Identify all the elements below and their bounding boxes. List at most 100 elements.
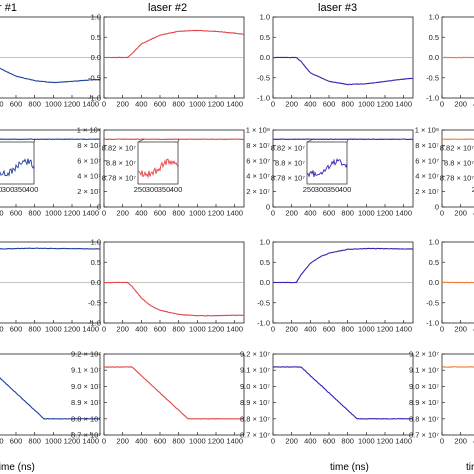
inset-x-tick-label: 250 (0, 185, 2, 194)
x-tick-label: 200 (116, 209, 129, 218)
x-tick-label: 600 (154, 325, 167, 334)
series-line-laser-3 (273, 247, 413, 284)
series-line-laser-3 (273, 366, 413, 420)
plot-area (441, 353, 474, 436)
y-tick-label: 8.8 × 10⁷ (240, 414, 270, 423)
chart-panel-r4-laser-4: 9.2 × 10⁷ 9.1 × 10⁷ 9.0 × 10⁷ 8.9 × 10⁷ 8.8 … (409, 350, 474, 446)
x-tick-label: 1000 (358, 209, 375, 218)
y-tick-label: 0.5 (260, 258, 270, 267)
inset-y-tick-label: 8.78 × 10⁷ (440, 174, 474, 183)
x-tick-label: 200 (285, 100, 298, 109)
inset-y-tick-label: 8.82 × 10⁷ (271, 144, 305, 153)
series-line-laser-2 (104, 29, 244, 59)
x-tick-label: 400 (0, 100, 4, 109)
x-tick-label: 1000 (45, 100, 62, 109)
x-tick-label: 1400 (395, 437, 412, 446)
x-tick-label: 0 (102, 209, 106, 218)
series-line-laser-1 (0, 377, 100, 420)
chart-panel-r4-laser-2: 9.2 × 10⁷ 9.1 × 10⁷ 9.0 × 10⁷ 8.9 × 10⁷ 8.8 … (71, 350, 245, 446)
x-tick-label: 800 (341, 437, 354, 446)
inset-x-tick-label: 350 (158, 185, 171, 194)
y-tick-label: 6 × 10⁷ (77, 156, 101, 165)
x-tick-label: 600 (10, 100, 23, 109)
x-tick-label: 600 (10, 437, 23, 446)
x-tick-label: 1400 (82, 209, 99, 218)
plot-area (272, 353, 414, 436)
x-tick-label: 800 (28, 209, 41, 218)
x-tick-label: 0 (102, 325, 106, 334)
x-tick-label: 0 (102, 100, 106, 109)
y-tick-label: 4 × 10⁷ (246, 172, 270, 181)
chart-panel-r3-laser-2: 1.0 0.5 0.0 -0.5 -1.00 200 400 600 800 1000 1200 14… (88, 238, 245, 334)
inset-x-tick-label: 300 (315, 185, 328, 194)
x-tick-label: 1400 (395, 100, 412, 109)
x-tick-label: 1200 (208, 325, 225, 334)
x-tick-label: 1400 (226, 209, 243, 218)
y-tick-label: 0.0 (91, 278, 101, 287)
y-tick-label: 0.0 (260, 53, 270, 62)
x-tick-label: 1000 (189, 100, 206, 109)
inset-y-tick-label: 8.82 × 10⁷ (102, 144, 136, 153)
y-tick-label: 8.9 × 10⁷ (71, 398, 101, 407)
x-tick-label: 1400 (226, 100, 243, 109)
panel-grid: 1.00.50.0-0.5-1.002004006008001000120014… (0, 13, 474, 446)
x-tick-label: 1000 (358, 325, 375, 334)
x-tick-label: 1000 (45, 437, 62, 446)
x-tick-label: 1000 (45, 209, 62, 218)
x-tick-label: 600 (323, 100, 336, 109)
inset-x-tick-label: 400 (339, 185, 352, 194)
x-tick-label: 1200 (377, 325, 394, 334)
y-tick-label: 0.0 (429, 53, 439, 62)
x-tick-label: 1400 (395, 209, 412, 218)
y-tick-label: 1.0 (260, 238, 270, 247)
x-tick-label: 400 (0, 209, 4, 218)
y-tick-label: 9.1 × 10⁷ (409, 366, 439, 375)
inset-y-tick-label: 8.8 × 10⁷ (106, 159, 136, 168)
y-tick-label: 8 × 10⁷ (246, 141, 270, 150)
y-tick-label: -0.5 (88, 298, 101, 307)
x-tick-label: 600 (323, 209, 336, 218)
inset-connector (137, 138, 145, 143)
y-tick-label: 4 × 10⁷ (77, 172, 101, 181)
y-tick-label: 0 (266, 203, 270, 212)
x-tick-label: 800 (341, 325, 354, 334)
inset-box (0, 141, 35, 185)
chart-panel-r2-laser-3: 1 × 10⁸ 8 × 10⁷ 6 × 10⁷ 4 × 10⁷ 2 × 10⁷ 00 200… (246, 126, 414, 218)
y-tick-label: 6 × 10⁷ (415, 156, 439, 165)
inset-series-line (306, 158, 348, 178)
inset-y-tick-label: 8.8 × 10⁷ (444, 159, 474, 168)
x-tick-label: 0 (271, 437, 275, 446)
x-tick-label: 1200 (377, 209, 394, 218)
inset-series-line (138, 158, 179, 179)
inset-x-tick-label: 350 (327, 185, 340, 194)
y-tick-label: 8.7 × 10⁷ (240, 431, 270, 440)
x-tick-label: 1200 (64, 325, 81, 334)
x-tick-label: 1200 (208, 437, 225, 446)
y-tick-label: 8.9 × 10⁷ (240, 398, 270, 407)
x-tick-label: 1000 (189, 325, 206, 334)
x-tick-label: 400 (135, 437, 148, 446)
series-line-laser-1 (0, 67, 100, 84)
x-tick-label: 1000 (189, 209, 206, 218)
x-axis-labels: time (ns) time (ns) time (ns) (0, 462, 474, 473)
plot-area (0, 353, 101, 436)
x-tick-label: 1000 (358, 100, 375, 109)
y-tick-label: 6 × 10⁷ (246, 156, 270, 165)
y-tick-label: 2 × 10⁷ (415, 187, 439, 196)
y-tick-label: 1.0 (429, 13, 439, 22)
x-tick-label: 1200 (377, 100, 394, 109)
x-tick-label: 200 (454, 100, 467, 109)
y-tick-label: 1.0 (260, 13, 270, 22)
x-tick-label: 1200 (64, 209, 81, 218)
x-tick-label: 400 (304, 325, 317, 334)
x-tick-label: 1400 (226, 325, 243, 334)
x-tick-label: 400 (0, 325, 4, 334)
x-tick-label: 400 (304, 437, 317, 446)
inset-box (137, 141, 179, 185)
x-tick-label: 800 (172, 437, 185, 446)
x-tick-label: 600 (323, 325, 336, 334)
y-tick-label: 0 (435, 203, 439, 212)
y-tick-label: -0.5 (426, 298, 439, 307)
